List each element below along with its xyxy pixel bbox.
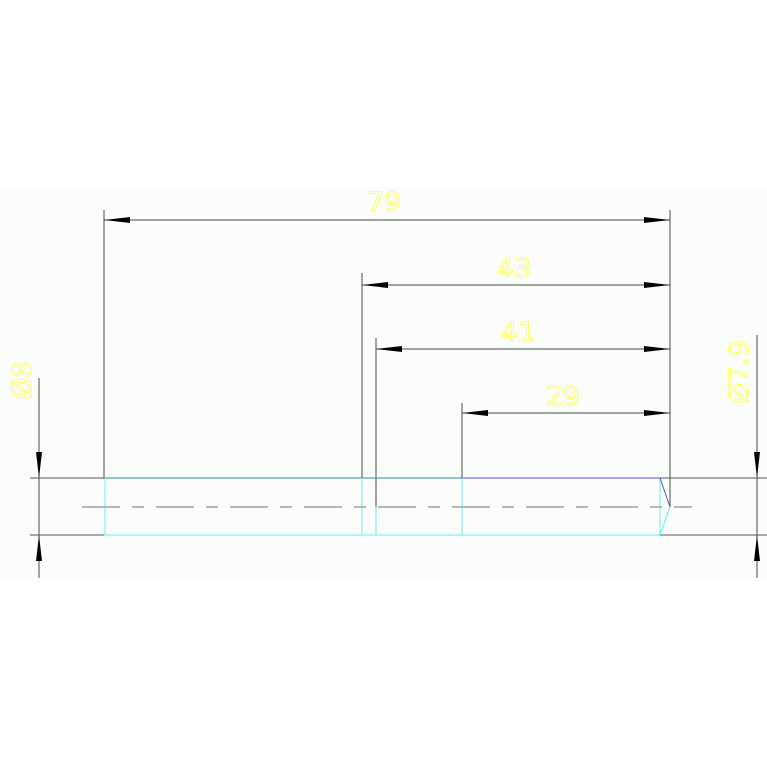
dimension-label-79: 79 [367,187,401,218]
dimension-label-41: 41 [501,317,535,348]
arrow-left-icon [362,282,388,288]
arrow-right-icon [644,282,670,288]
arrow-left-icon [462,410,488,416]
arrow-right-icon [644,217,670,223]
dimension-label-29: 29 [546,381,580,412]
arrowheads [36,217,760,561]
dimension-label-43: 43 [497,253,531,284]
arrow-right-icon [644,410,670,416]
arrow-down-icon [754,452,760,478]
diameter-label-left: Ø8 [7,361,38,399]
arrow-right-icon [644,346,670,352]
drawing-area [0,187,767,578]
diameter-label-right: Ø7.9 [724,340,755,404]
arrow-up-icon [754,535,760,561]
extension-lines [103,210,671,507]
arrow-left-icon [104,217,130,223]
arrow-left-icon [376,346,402,352]
arrow-up-icon [36,535,42,561]
arrow-down-icon [36,452,42,478]
